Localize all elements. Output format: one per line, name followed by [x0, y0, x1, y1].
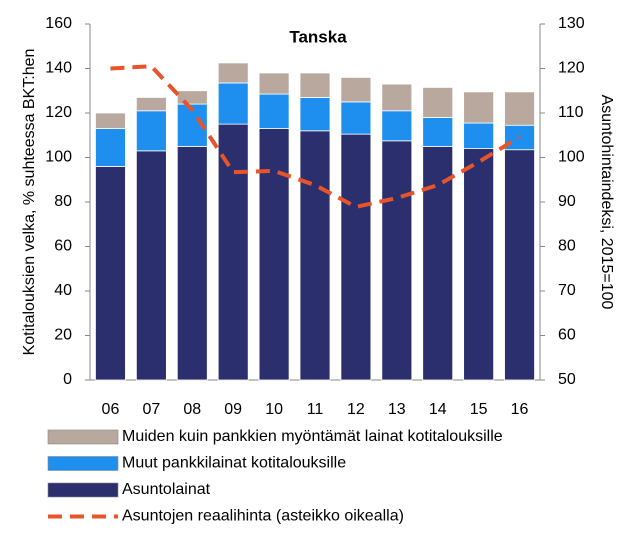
y-tick-label: 160	[45, 15, 72, 32]
bar-segment	[217, 123, 249, 381]
bar-segment	[340, 133, 372, 381]
y-tick-label: 0	[63, 371, 72, 388]
y2-tick-label: 130	[558, 15, 585, 32]
x-tick-label: 12	[347, 401, 365, 418]
bar-segment	[299, 97, 331, 132]
y2-tick-label: 120	[558, 60, 585, 77]
x-tick-label: 07	[142, 401, 160, 418]
x-tick-label: 16	[511, 401, 529, 418]
y-tick-label: 40	[54, 282, 72, 299]
bar-segment	[95, 112, 126, 129]
bar-segment	[95, 128, 126, 167]
y2-tick-label: 60	[558, 327, 576, 344]
y2-tick-label: 90	[558, 193, 576, 210]
x-tick-label: 09	[224, 401, 242, 418]
x-tick-label: 14	[429, 401, 447, 418]
bar-segment	[135, 150, 167, 381]
bar-segment	[504, 149, 535, 381]
legend-label: Muiden kuin pankkien myöntämät lainat ko…	[122, 428, 503, 445]
y-tick-label: 140	[45, 60, 72, 77]
y-tick-label: 100	[45, 149, 72, 166]
bar-segment	[176, 145, 208, 381]
x-tick-label: 11	[307, 401, 324, 418]
line-series	[110, 64, 521, 210]
legend-label: Asuntolainat	[122, 481, 211, 498]
bar-segment	[422, 145, 454, 381]
bar-segment	[422, 117, 454, 147]
legend-swatch	[47, 456, 119, 471]
x-tick-label: 10	[265, 401, 283, 418]
y-axis-label: Kotitalouksien velka, % suhteessa BKT:he…	[21, 49, 38, 356]
y-tick-label: 60	[54, 238, 72, 255]
bar-segment	[258, 72, 290, 95]
bar-segment	[258, 93, 290, 129]
y2-tick-label: 50	[558, 371, 576, 388]
bar-segment	[422, 87, 454, 118]
y2-tick-label: 100	[558, 149, 585, 166]
bar-segment	[381, 83, 413, 112]
bar-segment	[463, 91, 495, 124]
bar-segment	[299, 130, 331, 381]
x-tick-label: 08	[183, 401, 201, 418]
y-tick-label: 120	[45, 104, 72, 121]
bar-segment	[463, 148, 495, 381]
legend-swatch	[47, 429, 119, 445]
bar-segment	[463, 122, 495, 149]
bar-segment	[217, 82, 249, 125]
bar-segment	[176, 90, 208, 105]
y2-axis-label: Asuntohintaindeksi, 2015=100	[598, 95, 615, 310]
x-tick-label: 15	[470, 401, 488, 418]
bar-segment	[135, 110, 167, 152]
y-tick-label: 80	[54, 193, 72, 210]
bar-segment	[381, 140, 413, 381]
bar-segment	[504, 91, 535, 126]
bar-segment	[299, 72, 331, 98]
bar-segment	[258, 128, 290, 381]
bar-segment	[340, 77, 372, 103]
bar-segment	[340, 101, 372, 135]
legend-swatch	[47, 482, 119, 498]
y2-tick-label: 70	[558, 282, 576, 299]
y2-tick-label: 110	[558, 104, 584, 121]
y-tick-label: 20	[54, 327, 72, 344]
bar-segment	[217, 62, 249, 84]
chart-title: Tanska	[289, 27, 347, 46]
legend-label: Asuntojen reaalihinta (asteikko oikealla…	[122, 508, 404, 525]
x-tick-label: 06	[102, 401, 120, 418]
x-tick-label: 13	[388, 401, 406, 418]
bar-segment	[135, 97, 167, 112]
bar-segment	[95, 165, 126, 381]
bar-segment	[381, 110, 413, 142]
legend-label: Muut pankkilainat kotitalouksille	[122, 455, 346, 472]
y2-tick-label: 80	[558, 238, 576, 255]
